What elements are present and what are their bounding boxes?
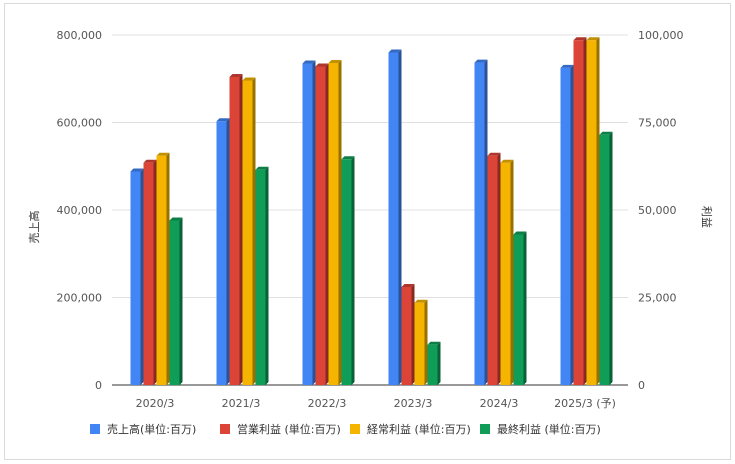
bar [216, 118, 230, 385]
legend-swatch [220, 424, 230, 434]
legend-item: 経常利益 (単位:百万) [350, 422, 471, 436]
x-tick-label: 2021/3 [222, 397, 261, 410]
x-tick-label: 2025/3 (予) [554, 397, 616, 410]
legend-item: 売上高(単位:百万) [90, 422, 196, 436]
y2-tick-label: 0 [638, 379, 645, 392]
bar [302, 60, 316, 385]
y2-tick-label: 75,000 [638, 117, 677, 130]
bar [586, 37, 600, 385]
x-tick-label: 2020/3 [136, 397, 175, 410]
legend-item: 最終利益 (単位:百万) [480, 422, 601, 436]
legend-swatch [350, 424, 360, 434]
bar [388, 49, 402, 385]
bar [599, 131, 613, 385]
y2-tick-label: 25,000 [638, 292, 677, 305]
bar [229, 74, 243, 385]
bar [255, 166, 269, 385]
y-axis-right-ticks: 0 25,000 50,000 75,000 100,000 [638, 29, 684, 392]
legend-label: 最終利益 (単位:百万) [497, 422, 601, 436]
bar [315, 63, 329, 385]
bar [573, 37, 587, 385]
bars [130, 37, 613, 385]
y-tick-label: 200,000 [57, 292, 103, 305]
y-axis-left-ticks: 0 200,000 400,000 600,000 800,000 [57, 29, 103, 392]
legend-swatch [480, 424, 490, 434]
y-tick-label: 400,000 [57, 204, 103, 217]
x-tick-label: 2022/3 [308, 397, 347, 410]
bar [156, 152, 170, 385]
bar [341, 156, 355, 385]
y-tick-label: 600,000 [57, 117, 103, 130]
bar [401, 284, 415, 385]
legend-label: 経常利益 (単位:百万) [367, 422, 471, 436]
bar [560, 64, 574, 385]
x-axis-ticks: 2020/3 2021/3 2022/3 2023/3 2024/3 2025/3 (予) [136, 397, 616, 410]
y2-tick-label: 50,000 [638, 204, 677, 217]
y-tick-label: 0 [95, 379, 102, 392]
bar [169, 217, 183, 385]
bar [427, 341, 441, 385]
bar [143, 159, 157, 385]
bar [130, 168, 144, 385]
gridlines [112, 34, 628, 386]
bar [487, 152, 501, 385]
bar [500, 159, 514, 385]
y-axis-right-title: 利益 [700, 206, 714, 228]
bar [513, 231, 527, 385]
y-axis-left-title: 売上高 [27, 211, 41, 244]
legend-label: 売上高(単位:百万) [107, 422, 196, 436]
legend-swatch [90, 424, 100, 434]
x-tick-label: 2024/3 [480, 397, 519, 410]
y2-tick-label: 100,000 [638, 29, 684, 42]
bar [474, 59, 488, 385]
legend-label: 営業利益 (単位:百万) [237, 422, 341, 436]
x-tick-label: 2023/3 [394, 397, 433, 410]
bar [328, 60, 342, 385]
legend-item: 営業利益 (単位:百万) [220, 422, 341, 436]
bar [242, 77, 256, 385]
bar [414, 299, 428, 385]
y-tick-label: 800,000 [57, 29, 103, 42]
legend: 売上高(単位:百万) 営業利益 (単位:百万) 経常利益 (単位:百万) 最終利益 (… [90, 422, 601, 436]
